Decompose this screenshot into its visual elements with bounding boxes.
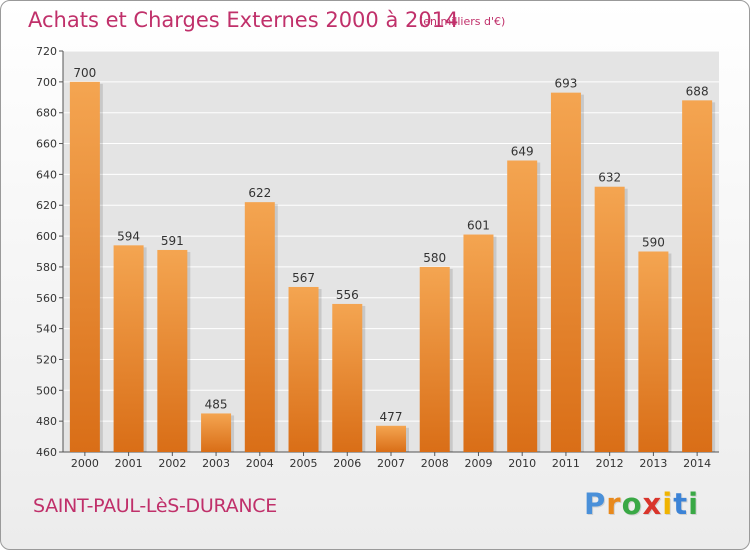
bar-value-label: 649 [511, 145, 534, 159]
plot-area: 460 480 500 520 540 560 580 600 620 640 660 680 700 7… [36, 45, 719, 470]
bar [69, 81, 100, 452]
bar-value-label: 601 [467, 219, 490, 233]
y-tick-label: 620 [36, 199, 57, 212]
bar [594, 186, 625, 452]
city-name: SAINT-PAUL-LèS-DURANCE [33, 495, 277, 517]
bar [419, 266, 450, 452]
bar-value-label: 693 [554, 77, 577, 91]
bar [332, 303, 363, 452]
bar [288, 286, 319, 452]
y-tick-label: 540 [36, 323, 57, 336]
logo-letter: t [673, 487, 689, 521]
logo-letter: o [621, 487, 643, 521]
y-tick-label: 480 [36, 415, 57, 428]
logo-letter: i [662, 487, 674, 521]
x-tick-label: 2006 [333, 457, 361, 470]
logo-letter: r [606, 487, 622, 521]
bar [157, 249, 188, 452]
x-tick-label: 2009 [464, 457, 492, 470]
bar-value-label: 700 [73, 66, 96, 80]
chart-units: (en milliers d'€) [419, 15, 506, 28]
bar-value-label: 688 [686, 84, 709, 98]
logo-letter: i [688, 487, 700, 521]
x-tick-label: 2007 [377, 457, 405, 470]
x-tick-label: 2005 [290, 457, 318, 470]
x-tick-label: 2001 [115, 457, 143, 470]
bar-value-label: 622 [248, 186, 271, 200]
bar [463, 234, 494, 452]
bar-value-label: 590 [642, 236, 665, 250]
bar [507, 160, 538, 452]
chart-title: Achats et Charges Externes 2000 à 2014 [28, 8, 459, 32]
logo-letter: P [584, 487, 607, 521]
x-tick-label: 2003 [202, 457, 230, 470]
y-tick-label: 720 [36, 45, 57, 58]
bar [550, 92, 581, 453]
x-tick-label: 2000 [71, 457, 99, 470]
y-tick-label: 580 [36, 261, 57, 274]
bar [244, 202, 275, 452]
bar [638, 251, 669, 452]
x-tick-label: 2004 [246, 457, 274, 470]
y-tick-label: 640 [36, 168, 57, 181]
bar-value-label: 580 [423, 251, 446, 265]
x-tick-label: 2002 [158, 457, 186, 470]
y-tick-label: 500 [36, 384, 57, 397]
x-tick-label: 2014 [683, 457, 711, 470]
x-tick-label: 2011 [552, 457, 580, 470]
y-tick-label: 660 [36, 138, 57, 151]
y-tick-label: 520 [36, 353, 57, 366]
bar [682, 100, 713, 452]
bar [113, 245, 144, 452]
bar-value-label: 567 [292, 271, 315, 285]
bar [201, 413, 232, 452]
x-tick-label: 2013 [639, 457, 667, 470]
bar-value-label: 632 [598, 171, 621, 185]
x-tick-label: 2010 [508, 457, 536, 470]
y-tick-label: 560 [36, 292, 57, 305]
bar-value-label: 594 [117, 229, 140, 243]
bar-value-label: 485 [205, 397, 228, 411]
x-tick-label: 2012 [596, 457, 624, 470]
logo-letter: x [642, 487, 663, 521]
bar [376, 425, 406, 452]
bar-value-label: 556 [336, 288, 359, 302]
bar-value-label: 477 [380, 410, 403, 424]
y-tick-label: 460 [36, 446, 57, 459]
proxiti-logo: Proxiti [584, 487, 699, 521]
y-tick-label: 600 [36, 230, 57, 243]
y-tick-label: 680 [36, 107, 57, 120]
bar-value-label: 591 [161, 234, 184, 248]
x-tick-label: 2008 [421, 457, 449, 470]
y-tick-label: 700 [36, 76, 57, 89]
